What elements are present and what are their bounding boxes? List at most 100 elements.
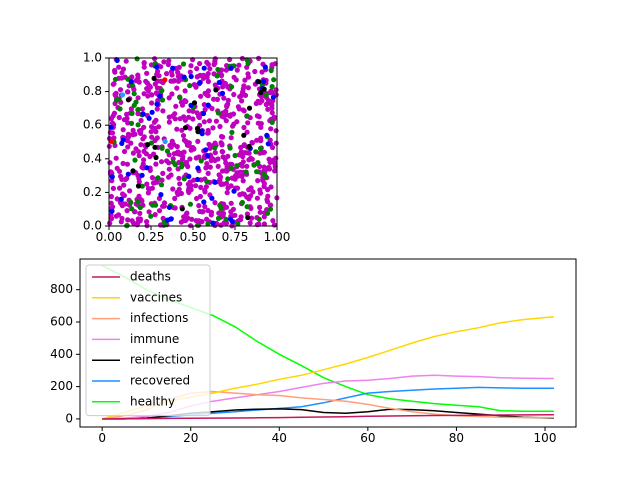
scatter-point (161, 59, 167, 65)
scatter-point (193, 218, 199, 224)
scatter-point (240, 154, 246, 160)
scatter-point (183, 159, 189, 166)
scatter-point (220, 154, 226, 160)
scatter-point (119, 70, 125, 76)
scatter-point (255, 120, 261, 126)
scatter-point (137, 218, 143, 224)
scatter-point (202, 107, 208, 113)
scatter-point (179, 127, 185, 133)
scatter-point (137, 204, 143, 211)
scatter-point (148, 213, 154, 219)
scatter-point (258, 135, 264, 141)
scatter-point (136, 193, 142, 199)
scatter-point (187, 156, 193, 162)
scatter-point (210, 125, 216, 131)
scatter-point (240, 89, 246, 95)
scatter-point (246, 187, 252, 193)
scatter-point (215, 215, 222, 221)
scatter-point (229, 219, 235, 225)
scatter-point (124, 137, 130, 144)
scatter-point (149, 185, 155, 191)
scatter-point (166, 166, 172, 172)
y-tick-label: 600 (50, 315, 73, 329)
scatter-point (228, 135, 234, 141)
scatter-point (271, 77, 277, 83)
scatter-point (225, 176, 231, 182)
scatter-point (266, 164, 272, 170)
scatter-point (220, 134, 226, 140)
scatter-point (172, 116, 178, 122)
x-tick-label: 100 (534, 431, 557, 445)
scatter-point (212, 150, 218, 156)
scatter-point (139, 106, 146, 112)
scatter-point (164, 71, 170, 77)
scatter-point (197, 208, 203, 214)
scatter-point (244, 204, 250, 210)
scatter-point (198, 158, 204, 164)
scatter-point (262, 64, 268, 70)
series-line-deaths (102, 413, 554, 420)
scatter-point (267, 206, 274, 212)
scatter-point (120, 191, 126, 197)
scatter-point (118, 219, 124, 225)
scatter-point (175, 73, 181, 79)
scatter-point (138, 130, 144, 136)
line-chart: 0 20 40 60 80 100 0 200 400 600 800 deaths vaccines i… (50, 258, 577, 445)
scatter-point (247, 220, 253, 226)
x-tick-label: 0.00 (96, 230, 123, 244)
scatter-point (182, 98, 188, 104)
scatter-point (152, 212, 158, 218)
scatter-point (108, 124, 114, 130)
scatter-point (135, 122, 141, 128)
scatter-point (195, 222, 201, 228)
scatter-point (227, 161, 233, 167)
scatter-point (197, 61, 203, 67)
scatter-point (273, 140, 279, 146)
legend-label: deaths (130, 270, 171, 284)
scatter-point (131, 87, 137, 93)
scatter-point (197, 193, 203, 200)
scatter-point (152, 137, 158, 143)
scatter-point (223, 118, 229, 124)
scatter-point (191, 100, 198, 106)
scatter-point (154, 85, 160, 91)
scatter-point (203, 165, 209, 171)
scatter-point (112, 76, 119, 82)
scatter-point (119, 140, 125, 146)
y-tick-label: 0.6 (83, 118, 102, 132)
scatter-point (138, 142, 144, 148)
scatter-point (228, 65, 234, 71)
scatter-point (149, 134, 155, 140)
scatter-point (212, 157, 218, 164)
scatter-point (201, 65, 207, 71)
scatter-point (253, 100, 259, 107)
scatter-point (251, 162, 257, 168)
scatter-point (160, 215, 166, 221)
scatter-point (220, 210, 227, 217)
scatter-point (256, 114, 262, 120)
scatter-point (268, 126, 274, 132)
scatter-point (160, 108, 166, 114)
scatter-point (263, 92, 269, 98)
scatter-point (236, 173, 243, 179)
scatter-point (125, 89, 131, 95)
scatter-point (261, 214, 267, 220)
scatter-point (258, 90, 264, 96)
scatter-point (183, 211, 189, 217)
scatter-point (109, 120, 116, 126)
scatter-point (195, 129, 201, 135)
scatter-point (212, 200, 218, 206)
scatter-point (204, 161, 210, 167)
scatter-point (257, 145, 264, 152)
scatter-point (210, 220, 216, 226)
x-tick-label: 0.25 (138, 230, 165, 244)
scatter-point (231, 121, 237, 127)
scatter-point (129, 74, 135, 80)
scatter-point (177, 181, 183, 187)
scatter-point (242, 77, 248, 83)
scatter-point (136, 175, 142, 182)
y-tick-label: 0.8 (83, 84, 102, 98)
scatter-point (131, 91, 137, 97)
scatter-point (241, 132, 247, 138)
scatter-point (182, 125, 189, 131)
